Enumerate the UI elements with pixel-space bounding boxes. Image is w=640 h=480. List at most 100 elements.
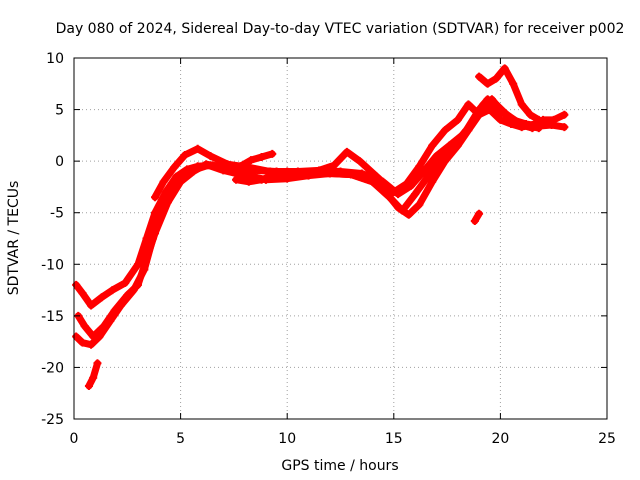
data-point [257, 175, 266, 184]
data-point [129, 286, 138, 295]
data-point [308, 168, 317, 177]
data-point [121, 278, 130, 287]
data-point [464, 100, 473, 109]
data-point [394, 203, 403, 212]
data-point [180, 150, 189, 159]
data-point [159, 177, 168, 186]
data-point [87, 301, 96, 310]
y-tick-label: 0 [55, 154, 64, 170]
y-tick-label: -25 [41, 412, 64, 428]
data-point [560, 123, 569, 132]
data-point [170, 163, 179, 172]
data-point [106, 317, 115, 326]
data-point [404, 210, 413, 219]
y-tick-label: -5 [50, 206, 64, 222]
tick-layer: -25 -20 -15 -10 -5 0 5 10 0 5 10 15 20 25 [41, 51, 616, 447]
data-point [325, 169, 334, 178]
data-point [95, 332, 104, 341]
x-tick-label: 5 [176, 431, 185, 447]
data-point [509, 79, 518, 88]
data-point [440, 157, 449, 166]
data-point [432, 151, 441, 160]
data-point [483, 79, 492, 88]
data-point [232, 175, 241, 184]
data-point [475, 72, 484, 81]
data-point [528, 121, 537, 130]
data-point [180, 169, 189, 178]
data-point [223, 166, 232, 175]
sat-track-2 [74, 95, 543, 341]
sat-track-5 [214, 149, 277, 175]
data-point [368, 177, 377, 186]
data-point [80, 322, 89, 331]
data-point [330, 161, 339, 170]
data-point [428, 177, 437, 186]
data-point [204, 161, 213, 170]
data-point [464, 126, 473, 135]
data-point [355, 157, 364, 166]
data-point [500, 64, 509, 73]
x-axis-label: GPS time / hours [281, 458, 398, 474]
y-tick-label: 5 [55, 103, 64, 119]
x-tick-label: 15 [385, 431, 403, 447]
data-point [236, 162, 245, 171]
data-point [402, 179, 411, 188]
data-point [496, 115, 505, 124]
chart-title: Day 080 of 2024, Sidereal Day-to-day VTE… [56, 21, 625, 37]
data-point [423, 172, 432, 181]
data-point [496, 107, 505, 116]
plot-frame [73, 57, 608, 420]
data-point [526, 110, 535, 119]
data-point [87, 340, 96, 349]
data-point [140, 265, 149, 274]
data-point [295, 168, 304, 177]
data-point [108, 286, 117, 295]
data-point [453, 115, 462, 124]
data-point [214, 164, 223, 173]
data-point [133, 260, 142, 269]
data-point [78, 338, 87, 347]
data-point [257, 153, 266, 162]
data-point [517, 123, 526, 132]
data-point [268, 149, 277, 158]
data-point [470, 216, 479, 225]
sat-track-7 [475, 64, 543, 124]
data-point [475, 209, 484, 218]
data-point [89, 373, 98, 382]
data-point [415, 200, 424, 209]
data-point [206, 151, 215, 160]
data-point [72, 332, 81, 341]
y-tick-label: -15 [41, 309, 64, 325]
data-point [453, 141, 462, 150]
x-tick-label: 20 [491, 431, 509, 447]
data-point [72, 280, 81, 289]
data-point [78, 289, 87, 298]
y-tick-label: -20 [41, 360, 64, 376]
sat-track-8 [84, 359, 102, 390]
data-point [193, 144, 202, 153]
data-point [492, 74, 501, 83]
x-tick-label: 0 [70, 431, 79, 447]
data-point [283, 167, 292, 176]
data-point [483, 95, 492, 104]
data-point [415, 162, 424, 171]
data-point [507, 120, 516, 129]
data-point [419, 167, 428, 176]
data-point [97, 293, 106, 302]
data-point [159, 203, 168, 212]
data-layer [72, 64, 569, 390]
data-point [244, 177, 253, 186]
sat-track-3 [72, 103, 569, 349]
data-point [440, 126, 449, 135]
data-point [475, 110, 484, 119]
data-point [560, 110, 569, 119]
data-point [389, 188, 398, 197]
series-track [151, 100, 568, 201]
data-point [534, 115, 543, 124]
x-tick-label: 25 [598, 431, 616, 447]
data-point [517, 100, 526, 109]
data-point [170, 182, 179, 191]
data-point [411, 190, 420, 199]
data-point [116, 301, 125, 310]
